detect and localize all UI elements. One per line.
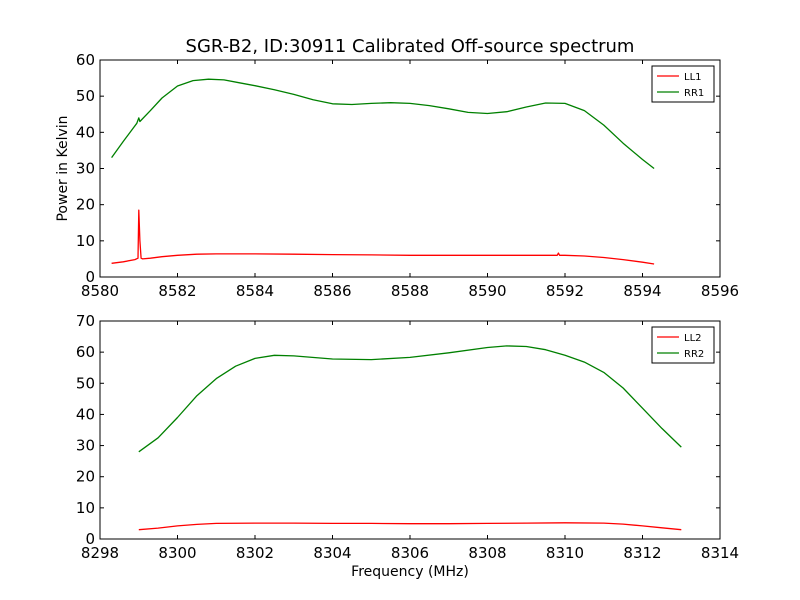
y-tick-label: 60 — [76, 51, 95, 69]
y-tick-label: 30 — [76, 437, 95, 455]
x-tick-label: 8310 — [546, 544, 584, 562]
x-tick-label: 8582 — [158, 282, 196, 300]
x-tick-label: 8312 — [623, 544, 661, 562]
x-tick-label: 8302 — [236, 544, 274, 562]
legend-label: LL1 — [684, 72, 702, 83]
y-tick-label: 50 — [76, 87, 95, 105]
x-tick-label: 8300 — [158, 544, 196, 562]
y-tick-label: 0 — [85, 268, 95, 286]
y-tick-label: 20 — [76, 468, 95, 486]
x-tick-label: 8596 — [701, 282, 739, 300]
x-tick-label: 8588 — [391, 282, 429, 300]
y-tick-label: 30 — [76, 160, 95, 178]
y-tick-label: 70 — [76, 312, 95, 330]
legend-label: RR1 — [684, 88, 704, 99]
x-tick-label: 8580 — [81, 282, 119, 300]
plot-frame — [99, 59, 721, 278]
legend-box — [651, 326, 715, 364]
y-tick-label: 40 — [76, 123, 95, 141]
x-tick-label: 8586 — [313, 282, 351, 300]
series-line-ll2 — [138, 522, 682, 531]
y-tick-label: 10 — [76, 499, 95, 517]
x-tick-label: 8304 — [313, 544, 351, 562]
series-line-ll1 — [111, 209, 655, 265]
legend-label: RR2 — [684, 349, 704, 360]
x-tick-label: 8590 — [468, 282, 506, 300]
x-tick-label: 8584 — [236, 282, 274, 300]
legend-box — [651, 65, 715, 103]
y-tick-label: 40 — [76, 405, 95, 423]
top-plot: 8580 8582 8584 8586 8588 8590 8592 8594 8596 0 10 2… — [55, 51, 739, 300]
legend-label: LL2 — [684, 333, 702, 344]
y-tick-label: 10 — [76, 232, 95, 250]
x-tick-label: 8592 — [546, 282, 584, 300]
series-line-rr2 — [138, 345, 682, 453]
x-tick-label: 8308 — [468, 544, 506, 562]
x-tick-label: 8298 — [81, 544, 119, 562]
x-tick-label: 8306 — [391, 544, 429, 562]
y-tick-label: 20 — [76, 196, 95, 214]
series-line-rr1 — [111, 78, 655, 170]
x-tick-label: 8314 — [701, 544, 739, 562]
x-axis-label: Frequency (MHz) — [351, 564, 469, 580]
y-tick-label: 60 — [76, 343, 95, 361]
figure-title: SGR-B2, ID:30911 Calibrated Off-source s… — [186, 36, 635, 57]
y-axis-label: Power in Kelvin — [55, 115, 71, 221]
bottom-plot: 8298 8300 8302 8304 8306 8308 8310 8312 8314 0 10 2… — [76, 312, 739, 580]
plot-frame — [99, 320, 721, 540]
y-tick-label: 0 — [85, 530, 95, 548]
x-tick-label: 8594 — [623, 282, 661, 300]
y-tick-label: 50 — [76, 374, 95, 392]
